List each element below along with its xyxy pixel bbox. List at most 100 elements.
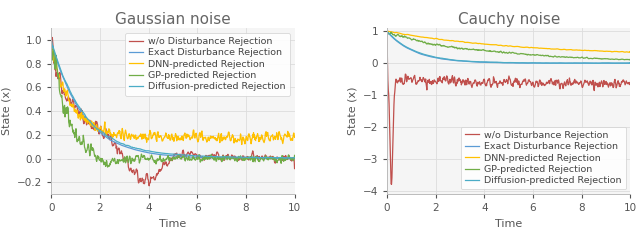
X-axis label: Time: Time <box>159 219 186 229</box>
Line: Exact Disturbance Rejection: Exact Disturbance Rejection <box>51 40 294 159</box>
Exact Disturbance Rejection <box>527 62 534 65</box>
w/o Disturbance Rejection <box>90 128 98 131</box>
Legend: w/o Disturbance Rejection, Exact Disturbance Rejection, DNN-predicted Rejection,: w/o Disturbance Rejection, Exact Disturb… <box>461 127 626 190</box>
Exact Disturbance Rejection <box>446 58 454 61</box>
X-axis label: Time: Time <box>495 219 522 229</box>
DNN-predicted Rejection <box>493 44 501 47</box>
Legend: w/o Disturbance Rejection, Exact Disturbance Rejection, DNN-predicted Rejection,: w/o Disturbance Rejection, Exact Disturb… <box>125 33 290 96</box>
DNN-predicted Rejection <box>291 136 298 139</box>
Line: Exact Disturbance Rejection: Exact Disturbance Rejection <box>387 31 630 63</box>
GP-predicted Rejection <box>191 158 199 161</box>
DNN-predicted Rejection <box>230 139 238 141</box>
w/o Disturbance Rejection <box>546 81 554 84</box>
Diffusion-predicted Rejection <box>191 154 198 157</box>
Exact Disturbance Rejection <box>426 55 434 58</box>
w/o Disturbance Rejection <box>191 152 199 155</box>
w/o Disturbance Rejection <box>231 155 239 157</box>
Exact Disturbance Rejection <box>191 156 198 159</box>
Diffusion-predicted Rejection <box>90 125 98 128</box>
DNN-predicted Rejection <box>383 30 391 33</box>
w/o Disturbance Rejection <box>388 183 396 186</box>
Diffusion-predicted Rejection <box>291 156 298 159</box>
GP-predicted Rejection <box>493 51 501 53</box>
GP-predicted Rejection <box>104 166 111 168</box>
GP-predicted Rejection <box>211 159 218 162</box>
DNN-predicted Rejection <box>446 39 454 42</box>
Line: w/o Disturbance Rejection: w/o Disturbance Rejection <box>51 34 294 186</box>
Exact Disturbance Rejection <box>290 157 298 160</box>
Y-axis label: State (x): State (x) <box>1 87 12 135</box>
Diffusion-predicted Rejection <box>446 58 454 61</box>
Exact Disturbance Rejection <box>157 153 165 156</box>
DNN-predicted Rejection <box>238 143 246 146</box>
Line: DNN-predicted Rejection: DNN-predicted Rejection <box>51 40 294 145</box>
Diffusion-predicted Rejection <box>596 62 604 65</box>
Line: DNN-predicted Rejection: DNN-predicted Rejection <box>387 31 630 52</box>
Diffusion-predicted Rejection <box>210 155 218 158</box>
Diffusion-predicted Rejection <box>493 61 501 64</box>
Diffusion-predicted Rejection <box>47 39 55 41</box>
GP-predicted Rejection <box>566 56 574 58</box>
w/o Disturbance Rejection <box>627 81 634 84</box>
Diffusion-predicted Rejection <box>627 62 634 64</box>
DNN-predicted Rejection <box>110 131 118 134</box>
GP-predicted Rejection <box>627 59 634 62</box>
DNN-predicted Rejection <box>567 48 575 51</box>
Exact Disturbance Rejection <box>210 156 218 159</box>
Y-axis label: State (x): State (x) <box>347 87 357 135</box>
GP-predicted Rejection <box>158 159 166 161</box>
w/o Disturbance Rejection <box>446 78 454 81</box>
Diffusion-predicted Rejection <box>291 157 298 159</box>
Line: GP-predicted Rejection: GP-predicted Rejection <box>51 40 294 167</box>
GP-predicted Rejection <box>546 55 554 58</box>
Diffusion-predicted Rejection <box>383 30 391 33</box>
Exact Disturbance Rejection <box>546 62 554 65</box>
w/o Disturbance Rejection <box>427 81 435 84</box>
w/o Disturbance Rejection <box>567 84 575 87</box>
w/o Disturbance Rejection <box>145 184 153 187</box>
Diffusion-predicted Rejection <box>110 138 118 141</box>
Exact Disturbance Rejection <box>291 157 298 160</box>
Exact Disturbance Rejection <box>230 157 238 160</box>
DNN-predicted Rejection <box>191 136 198 139</box>
Line: Diffusion-predicted Rejection: Diffusion-predicted Rejection <box>51 40 294 158</box>
Exact Disturbance Rejection <box>90 126 98 129</box>
Diffusion-predicted Rejection <box>157 152 165 154</box>
w/o Disturbance Rejection <box>527 81 534 84</box>
DNN-predicted Rejection <box>157 136 165 139</box>
DNN-predicted Rejection <box>90 123 98 125</box>
Title: Cauchy noise: Cauchy noise <box>458 12 560 27</box>
DNN-predicted Rejection <box>47 39 55 41</box>
Exact Disturbance Rejection <box>625 62 632 65</box>
GP-predicted Rejection <box>110 158 118 161</box>
Exact Disturbance Rejection <box>627 62 634 65</box>
Diffusion-predicted Rejection <box>230 156 238 158</box>
GP-predicted Rejection <box>426 42 434 45</box>
w/o Disturbance Rejection <box>47 33 55 35</box>
DNN-predicted Rejection <box>527 46 534 49</box>
GP-predicted Rejection <box>47 39 55 41</box>
w/o Disturbance Rejection <box>291 167 298 170</box>
Diffusion-predicted Rejection <box>546 62 554 65</box>
GP-predicted Rejection <box>231 159 239 162</box>
GP-predicted Rejection <box>527 53 534 56</box>
DNN-predicted Rejection <box>210 136 218 139</box>
GP-predicted Rejection <box>291 154 298 157</box>
Line: w/o Disturbance Rejection: w/o Disturbance Rejection <box>387 31 630 184</box>
Diffusion-predicted Rejection <box>527 62 534 64</box>
GP-predicted Rejection <box>90 153 98 156</box>
GP-predicted Rejection <box>446 45 454 48</box>
w/o Disturbance Rejection <box>211 153 218 156</box>
Exact Disturbance Rejection <box>47 39 55 41</box>
Diffusion-predicted Rejection <box>426 55 434 57</box>
w/o Disturbance Rejection <box>158 167 166 170</box>
DNN-predicted Rejection <box>546 47 554 50</box>
Exact Disturbance Rejection <box>110 140 118 143</box>
w/o Disturbance Rejection <box>493 86 501 89</box>
Diffusion-predicted Rejection <box>566 62 574 65</box>
DNN-predicted Rejection <box>627 51 634 54</box>
Exact Disturbance Rejection <box>493 61 501 64</box>
Line: GP-predicted Rejection: GP-predicted Rejection <box>387 31 630 60</box>
GP-predicted Rejection <box>383 30 391 33</box>
Exact Disturbance Rejection <box>383 30 391 33</box>
